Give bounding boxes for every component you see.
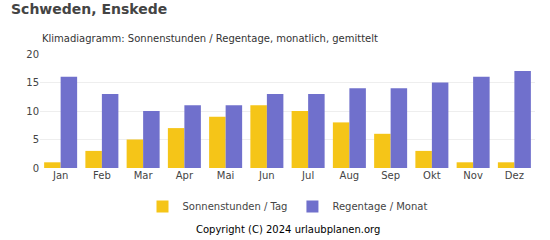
svg-text:Mai: Mai: [217, 170, 235, 181]
svg-text:5: 5: [33, 134, 39, 145]
svg-text:Jan: Jan: [52, 170, 68, 181]
svg-text:Jul: Jul: [301, 170, 314, 181]
svg-text:0: 0: [33, 163, 39, 174]
svg-text:10: 10: [26, 106, 39, 117]
svg-text:Feb: Feb: [93, 170, 111, 181]
svg-text:Jun: Jun: [258, 170, 275, 181]
svg-text:15: 15: [26, 77, 39, 88]
svg-text:Klimadiagramm: Sonnenstunden /: Klimadiagramm: Sonnenstunden / Regentage…: [42, 33, 378, 44]
svg-text:20: 20: [26, 49, 39, 60]
svg-text:Copyright (C) 2024 urlaubplane: Copyright (C) 2024 urlaubplanen.org: [196, 224, 380, 235]
svg-text:Sep: Sep: [381, 170, 400, 181]
svg-text:Aug: Aug: [340, 170, 360, 181]
svg-text:Mar: Mar: [134, 170, 154, 181]
svg-text:Apr: Apr: [176, 170, 194, 181]
svg-text:Okt: Okt: [423, 170, 441, 181]
svg-text:Schweden, Enskede: Schweden, Enskede: [11, 1, 167, 17]
svg-text:Sonnenstunden / Tag: Sonnenstunden / Tag: [183, 201, 288, 212]
svg-text:Regentage / Monat: Regentage / Monat: [332, 201, 427, 212]
svg-text:Dez: Dez: [505, 170, 524, 181]
svg-text:Nov: Nov: [463, 170, 483, 181]
